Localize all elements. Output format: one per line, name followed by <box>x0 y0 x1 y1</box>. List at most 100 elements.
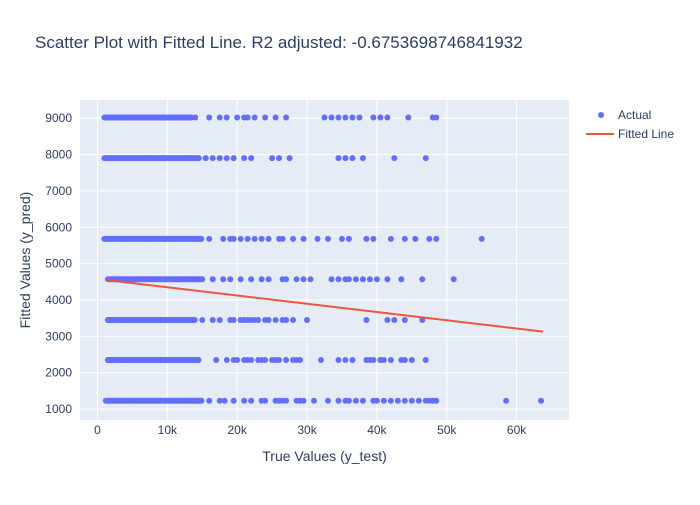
data-point <box>300 397 307 404</box>
data-point <box>279 235 286 242</box>
data-point <box>223 357 230 363</box>
data-point <box>223 114 230 121</box>
data-point <box>244 114 251 121</box>
data-point <box>342 114 349 121</box>
data-point <box>199 317 206 323</box>
data-point <box>359 397 366 404</box>
data-point <box>265 317 272 323</box>
legend-actual-marker <box>598 112 604 118</box>
data-point <box>234 114 241 121</box>
data-point <box>244 235 251 242</box>
data-point <box>258 276 265 283</box>
data-point <box>251 114 258 121</box>
data-point <box>366 276 373 283</box>
data-point <box>304 317 311 323</box>
data-point <box>206 397 213 404</box>
y-tick-label: 6000 <box>45 220 72 234</box>
data-point <box>450 276 457 283</box>
data-point <box>335 155 342 162</box>
data-point <box>276 357 283 363</box>
data-point <box>370 114 377 121</box>
data-point <box>262 357 269 363</box>
data-point <box>433 114 440 121</box>
data-point <box>191 317 198 323</box>
data-point <box>221 397 228 404</box>
data-point <box>387 357 394 363</box>
plot-area <box>80 100 569 420</box>
data-point <box>220 235 227 242</box>
data-point <box>324 235 331 242</box>
data-point <box>405 114 412 121</box>
data-point <box>401 235 408 242</box>
data-point <box>478 235 485 242</box>
data-point <box>290 317 297 323</box>
data-point <box>272 114 279 121</box>
data-point <box>387 397 394 404</box>
data-point <box>262 397 269 404</box>
data-point <box>241 155 248 162</box>
data-point <box>265 276 272 283</box>
data-point <box>384 317 391 323</box>
data-point <box>342 155 349 162</box>
data-point <box>433 397 440 404</box>
data-point <box>338 235 345 242</box>
data-point <box>216 155 223 162</box>
data-point <box>199 276 206 283</box>
data-point <box>345 397 352 404</box>
data-point <box>352 397 359 404</box>
data-point <box>387 235 394 242</box>
data-point <box>209 276 216 283</box>
data-point <box>335 276 342 283</box>
data-point <box>373 397 380 404</box>
data-point <box>401 317 408 323</box>
data-point <box>349 155 356 162</box>
data-point <box>328 114 335 121</box>
data-point <box>412 235 419 242</box>
y-tick-label: 1000 <box>45 402 72 416</box>
data-point <box>408 357 415 363</box>
legend-actual-label: Actual <box>618 108 651 122</box>
data-point <box>195 357 202 363</box>
data-point <box>401 397 408 404</box>
data-point <box>335 357 342 363</box>
data-point <box>206 235 213 242</box>
data-point <box>335 397 342 404</box>
data-point <box>248 276 255 283</box>
data-point <box>276 155 283 162</box>
data-point <box>356 114 363 121</box>
data-point <box>209 155 216 162</box>
data-point <box>359 276 366 283</box>
data-point <box>269 155 276 162</box>
data-point <box>345 276 352 283</box>
data-point <box>290 235 297 242</box>
data-point <box>321 114 328 121</box>
data-point <box>230 235 237 242</box>
data-point <box>258 235 265 242</box>
data-point <box>227 276 234 283</box>
data-point <box>297 357 304 363</box>
data-point <box>342 357 349 363</box>
data-point <box>216 114 223 121</box>
data-point <box>370 235 377 242</box>
data-point <box>370 357 377 363</box>
y-tick-label: 4000 <box>45 293 72 307</box>
x-tick-label: 40k <box>367 423 387 437</box>
data-point <box>422 357 429 363</box>
data-point <box>349 114 356 121</box>
data-point <box>265 235 272 242</box>
data-point <box>283 357 290 363</box>
data-point <box>349 357 356 363</box>
data-point <box>248 155 255 162</box>
data-point <box>324 397 331 404</box>
data-point <box>283 276 290 283</box>
fitted-line <box>105 279 544 333</box>
data-point <box>398 276 405 283</box>
data-point <box>380 397 387 404</box>
data-point <box>237 235 244 242</box>
data-point <box>363 235 370 242</box>
data-point <box>401 357 408 363</box>
x-tick-label: 20k <box>227 423 247 437</box>
data-point <box>234 357 241 363</box>
